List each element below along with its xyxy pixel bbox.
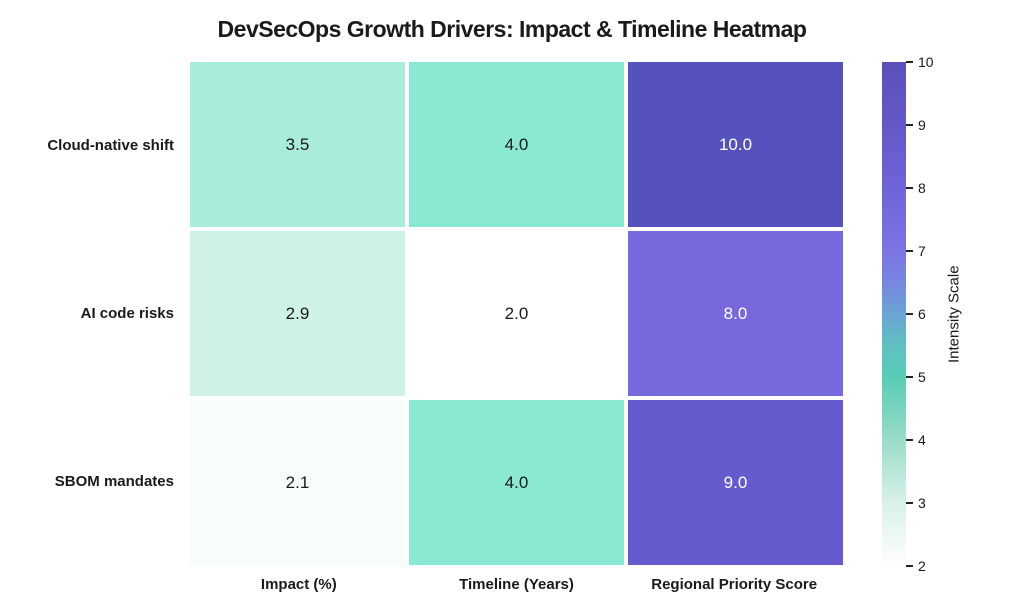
tick-label: 4 [918,432,926,448]
col-label-timeline: Timeline (Years) [459,576,574,593]
tick-mark [906,502,913,504]
heatmap-cell-r0c1: 4.0 [409,62,624,227]
heatmap-cell-r0c2: 10.0 [628,62,843,227]
tick-mark [906,313,913,315]
x-axis-labels: Impact (%) Timeline (Years) Regional Pri… [190,576,843,593]
heatmap-cell-r1c2: 8.0 [628,231,843,396]
heatmap-cell-r0c0: 3.5 [190,62,405,227]
colorbar-tick-10: 10 [906,55,934,69]
heatmap-cell-r1c0: 2.9 [190,231,405,396]
heatmap-cell-r1c1: 2.0 [409,231,624,396]
colorbar-tick-7: 7 [906,244,926,258]
tick-label: 6 [918,306,926,322]
colorbar-tick-3: 3 [906,496,926,510]
tick-label: 5 [918,369,926,385]
tick-mark [906,439,913,441]
tick-mark [906,565,913,567]
heatmap-grid: 3.5 4.0 10.0 2.9 2.0 8.0 2.1 4.0 9.0 [190,62,843,565]
colorbar-ticks: 10 9 8 7 6 5 4 3 [906,55,956,573]
heatmap-cell-r2c1: 4.0 [409,400,624,565]
col-label-impact: Impact (%) [260,576,337,593]
colorbar-tick-2: 2 [906,559,926,573]
colorbar-tick-8: 8 [906,181,926,195]
tick-label: 8 [918,180,926,196]
tick-label: 2 [918,558,926,574]
row-label-sbom-mandates: SBOM mandates [54,472,174,490]
heatmap-cell-r2c2: 9.0 [628,400,843,565]
tick-label: 10 [918,54,934,70]
tick-label: 7 [918,243,926,259]
heatmap-cell-r2c0: 2.1 [190,400,405,565]
tick-mark [906,124,913,126]
tick-mark [906,376,913,378]
colorbar-axis-label: Intensity Scale [945,265,963,363]
tick-mark [906,61,913,63]
row-label-cloud-native-shift: Cloud-native shift [47,137,174,155]
tick-mark [906,187,913,189]
col-label-regional-priority: Regional Priority Score [651,576,818,593]
row-label-ai-code-risks: AI code risks [80,305,174,322]
y-axis-labels: Cloud-native shift AI code risks SBOM ma… [0,62,182,565]
tick-label: 9 [918,117,926,133]
chart-title: DevSecOps Growth Drivers: Impact & Timel… [217,16,807,42]
tick-label: 3 [918,495,926,511]
colorbar [882,62,906,566]
colorbar-tick-4: 4 [906,433,926,447]
tick-mark [906,250,913,252]
colorbar-tick-5: 5 [906,370,926,384]
colorbar-tick-6: 6 [906,307,926,321]
colorbar-tick-9: 9 [906,118,926,132]
